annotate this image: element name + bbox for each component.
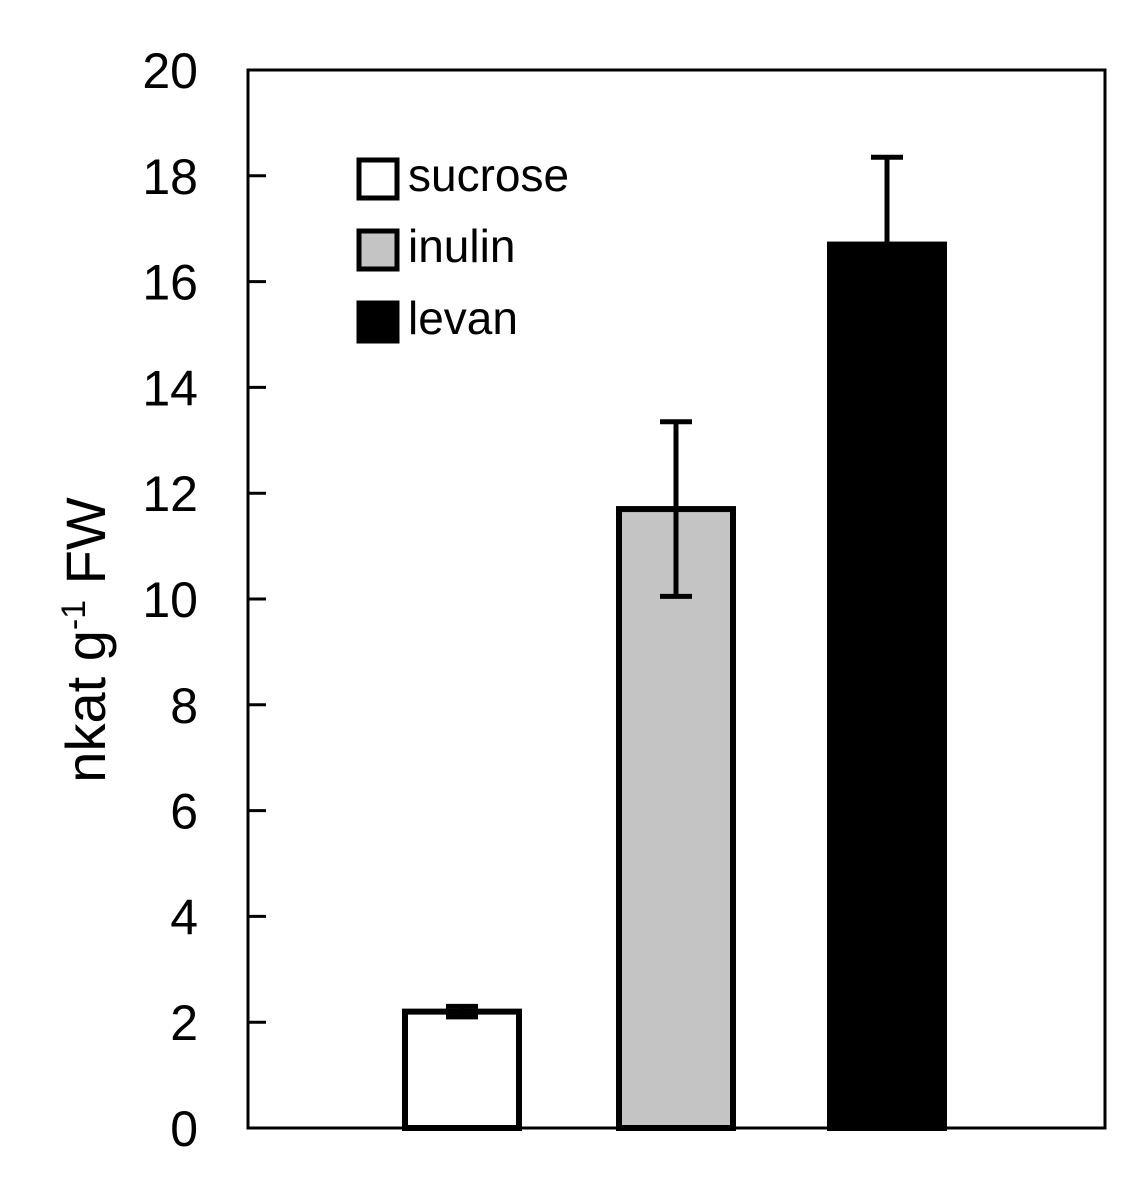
y-tick-label-0: 0 [170,1101,198,1157]
y-axis-title: nkat g-1 FW [54,497,117,783]
y-tick-label-12: 12 [142,466,198,522]
legend-label-inulin: inulin [408,220,515,272]
y-tick-label-6: 6 [170,784,198,840]
y-tick-label-14: 14 [142,360,198,416]
y-axis-title-tail: FW [54,497,117,600]
legend-label-sucrose: sucrose [408,149,569,201]
bars [402,241,947,1131]
bar-inulin [616,506,736,1131]
legend-label-levan: levan [408,292,518,344]
y-tick-label-2: 2 [170,995,198,1051]
legend-swatch-levan [356,300,400,344]
y-axis-ticks: 0 2 4 6 8 10 12 14 16 18 20 [142,43,266,1157]
bar-sucrose [402,1008,522,1131]
legend-swatch-sucrose [356,157,400,201]
bar-levan [827,241,947,1131]
y-axis-title-superscript: -1 [55,600,93,630]
svg-text:nkat g-1 FW: nkat g-1 FW [54,497,117,783]
y-tick-label-20: 20 [142,43,198,99]
y-tick-label-16: 16 [142,255,198,311]
y-tick-label-10: 10 [142,572,198,628]
error-bars [446,154,903,1020]
y-axis-title-main: nkat g [54,630,117,783]
legend: sucrose inulin levan [356,149,569,344]
y-tick-label-18: 18 [142,149,198,205]
y-tick-label-4: 4 [170,889,198,945]
legend-swatch-inulin [356,228,400,272]
y-tick-label-8: 8 [170,678,198,734]
